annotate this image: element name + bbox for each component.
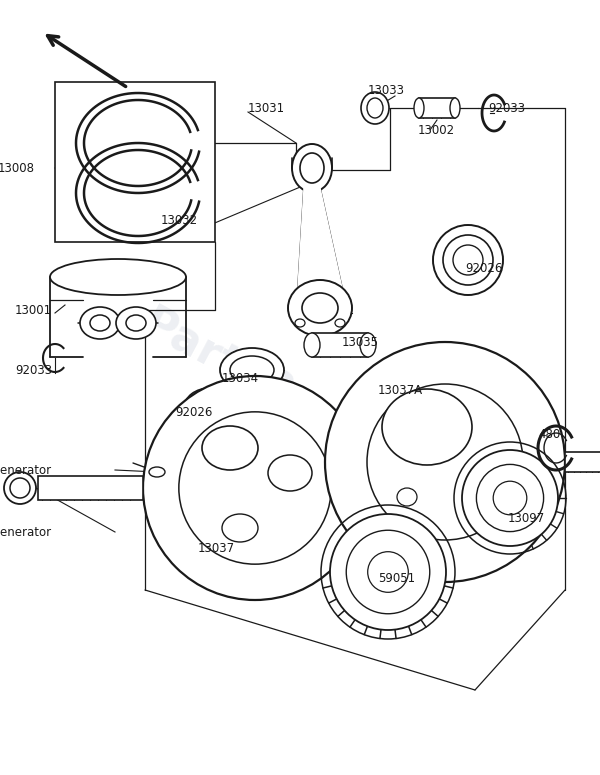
Circle shape — [330, 514, 446, 630]
Ellipse shape — [304, 333, 320, 357]
Ellipse shape — [288, 280, 352, 336]
Ellipse shape — [443, 235, 493, 285]
Ellipse shape — [220, 348, 284, 392]
Text: 13001: 13001 — [15, 304, 52, 316]
Ellipse shape — [414, 98, 424, 118]
Text: 13002: 13002 — [418, 123, 455, 136]
Circle shape — [325, 342, 565, 582]
Ellipse shape — [397, 488, 417, 506]
Text: PartsRepublik: PartsRepublik — [135, 301, 465, 505]
Polygon shape — [298, 188, 342, 288]
Text: 59051: 59051 — [378, 571, 415, 584]
Circle shape — [221, 393, 229, 401]
Text: 13032: 13032 — [161, 213, 198, 226]
Circle shape — [206, 420, 214, 428]
Ellipse shape — [464, 478, 496, 506]
Text: 13035: 13035 — [342, 336, 379, 349]
Ellipse shape — [292, 144, 332, 192]
Text: 92033: 92033 — [15, 363, 52, 377]
Ellipse shape — [230, 356, 274, 384]
Circle shape — [227, 404, 235, 412]
Text: 480: 480 — [538, 429, 560, 442]
Ellipse shape — [268, 455, 312, 491]
Ellipse shape — [222, 514, 258, 542]
Ellipse shape — [50, 259, 186, 295]
Circle shape — [185, 404, 193, 412]
Ellipse shape — [184, 388, 236, 428]
Ellipse shape — [302, 293, 338, 323]
Text: 13097: 13097 — [508, 512, 545, 525]
Ellipse shape — [80, 307, 120, 339]
Circle shape — [462, 450, 558, 546]
Ellipse shape — [300, 153, 324, 183]
Text: Ref.Generator: Ref.Generator — [0, 463, 52, 477]
Ellipse shape — [116, 307, 156, 339]
Text: 92026: 92026 — [465, 261, 502, 274]
Ellipse shape — [126, 315, 146, 331]
Ellipse shape — [4, 472, 36, 504]
Ellipse shape — [453, 245, 483, 275]
Ellipse shape — [90, 315, 110, 331]
Ellipse shape — [194, 396, 226, 420]
Text: 92033: 92033 — [488, 102, 525, 115]
Bar — [55, 82, 215, 242]
Ellipse shape — [295, 319, 305, 327]
Text: 13008: 13008 — [0, 161, 35, 174]
Circle shape — [143, 376, 367, 600]
Ellipse shape — [367, 98, 383, 118]
Ellipse shape — [335, 319, 345, 327]
Text: 13033: 13033 — [368, 84, 405, 97]
Circle shape — [191, 393, 199, 401]
Ellipse shape — [361, 92, 389, 124]
Text: 13037: 13037 — [198, 542, 235, 554]
Circle shape — [206, 388, 214, 396]
Bar — [565, 452, 600, 472]
Ellipse shape — [382, 389, 472, 465]
Text: Ref.Generator: Ref.Generator — [0, 525, 52, 539]
Bar — [38, 476, 143, 500]
Bar — [419, 98, 455, 118]
Ellipse shape — [149, 467, 165, 477]
Text: 92026: 92026 — [175, 405, 212, 418]
Ellipse shape — [450, 98, 460, 118]
Circle shape — [191, 415, 199, 423]
Bar — [312, 333, 368, 357]
Ellipse shape — [202, 426, 258, 470]
Text: 13034: 13034 — [222, 371, 259, 384]
Ellipse shape — [10, 478, 30, 498]
Ellipse shape — [360, 333, 376, 357]
Circle shape — [221, 415, 229, 423]
Text: 13037A: 13037A — [378, 384, 423, 397]
Text: 13031: 13031 — [248, 102, 285, 115]
Ellipse shape — [433, 225, 503, 295]
